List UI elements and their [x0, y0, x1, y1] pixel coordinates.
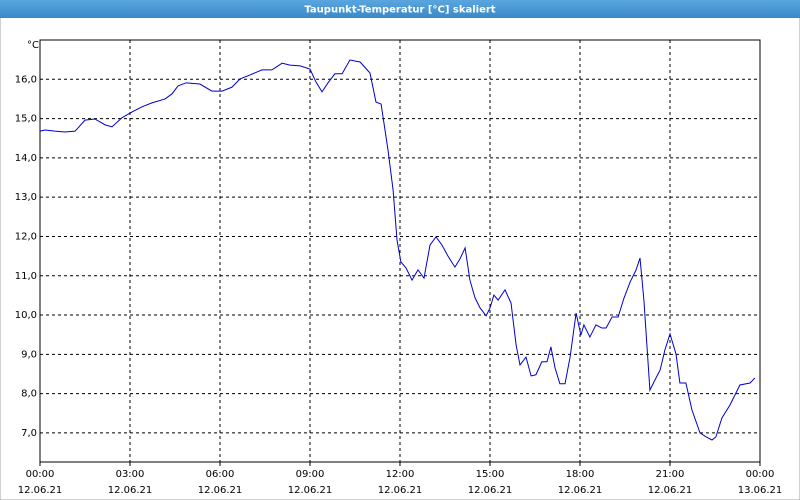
y-tick-label: 15,0	[15, 114, 37, 125]
title-bar	[0, 0, 800, 18]
x-tick-label: 00:00	[26, 469, 55, 480]
x-tick-date: 12.06.21	[288, 485, 333, 496]
x-tick-date: 12.06.21	[648, 485, 693, 496]
x-tick-label: 09:00	[296, 469, 325, 480]
x-tick-label: 21:00	[656, 469, 685, 480]
x-tick-label: 12:00	[386, 469, 415, 480]
x-tick-date: 12.06.21	[468, 485, 513, 496]
x-tick-label: 03:00	[116, 469, 145, 480]
line-series	[39, 59, 756, 441]
y-tick-label: 9,0	[21, 349, 37, 360]
y-tick-label: 12,0	[15, 231, 37, 242]
x-tick-date: 12.06.21	[558, 485, 603, 496]
y-tick-label: 8,0	[21, 389, 37, 400]
x-tick-date: 12.06.21	[18, 485, 63, 496]
y-tick-label: 11,0	[15, 271, 37, 282]
x-tick-date: 13.06.21	[738, 485, 783, 496]
x-tick-date: 12.06.21	[378, 485, 423, 496]
x-tick-label: 06:00	[206, 469, 235, 480]
y-unit: °C	[27, 40, 39, 51]
x-tick-date: 12.06.21	[108, 485, 153, 496]
chart-title: Taupunkt-Temperatur [°C] skaliert	[304, 5, 495, 16]
y-tick-label: 7,0	[21, 428, 37, 439]
x-tick-label: 00:00	[746, 469, 775, 480]
y-tick-label: 10,0	[15, 310, 37, 321]
y-tick-label: 14,0	[15, 153, 37, 164]
x-tick-date: 12.06.21	[198, 485, 243, 496]
y-tick-label: 16,0	[15, 74, 37, 85]
y-tick-label: 13,0	[15, 192, 37, 203]
x-tick-label: 15:00	[476, 469, 505, 480]
x-tick-label: 18:00	[566, 469, 595, 480]
